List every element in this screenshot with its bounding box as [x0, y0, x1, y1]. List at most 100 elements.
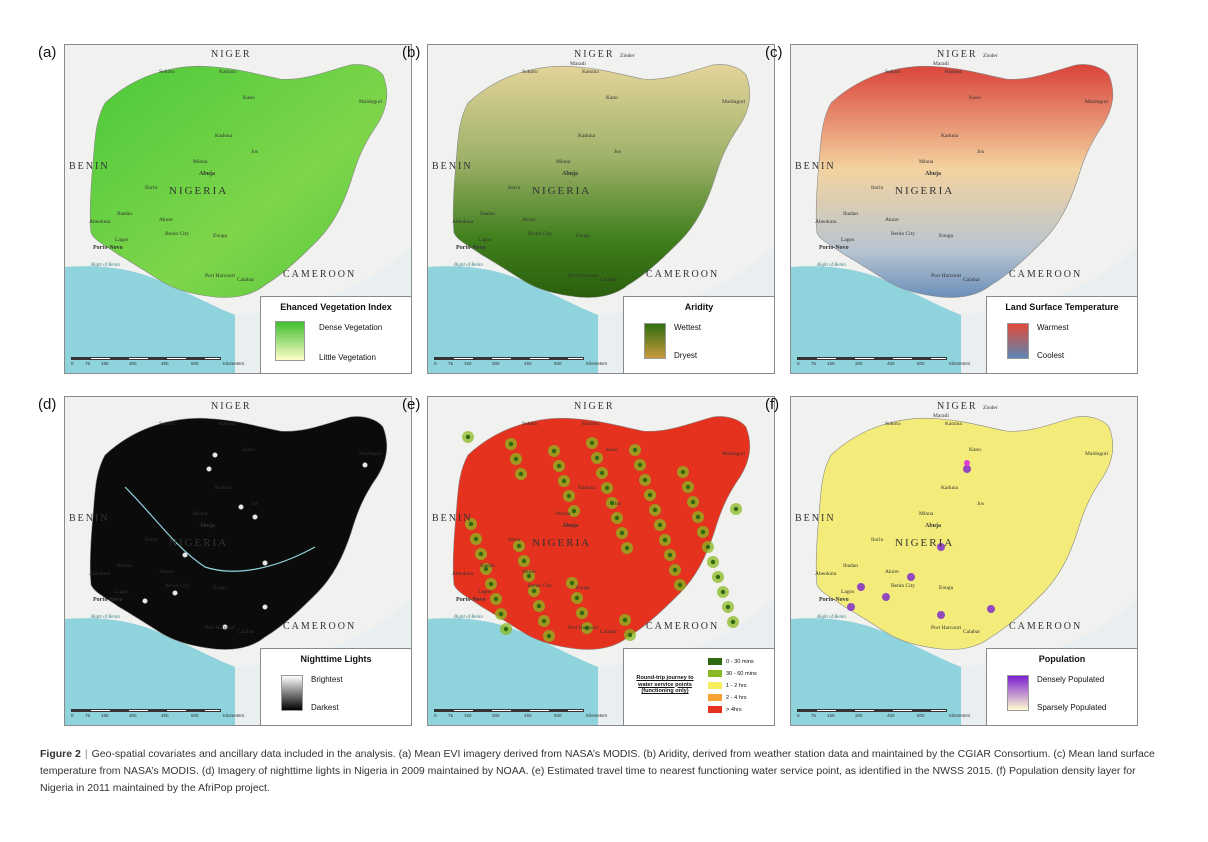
label-lagos: Lagos	[841, 589, 855, 595]
label-maiduguri: Maiduguri	[1085, 451, 1109, 457]
label-enugu: Enugu	[213, 585, 228, 591]
label-abeokuta: Abeokuta	[89, 219, 111, 225]
access-zone-core	[571, 508, 577, 514]
label-cameroon: CAMEROON	[1009, 621, 1083, 632]
scale-tick-label: 300	[492, 713, 500, 718]
map-panel: NIGER BENIN NIGERIA CAMEROON Abuja Porto-Novo…	[427, 396, 775, 726]
legend-item: 1 - 2 hrs	[708, 681, 747, 690]
legend-swatch	[708, 670, 722, 677]
river	[124, 486, 316, 572]
map-panel: NIGER BENIN NIGERIA CAMEROON Abuja Porto-Novo…	[64, 44, 412, 374]
label-katsina: Katsina	[582, 421, 599, 427]
scale-tick-label: Kilometers	[586, 713, 608, 718]
label-lagos: Lagos	[841, 237, 855, 243]
light-cluster	[182, 552, 188, 558]
scale-tick-label: 600	[554, 361, 562, 366]
access-zone-core	[584, 625, 590, 631]
scale-tick-label: 300	[129, 361, 137, 366]
access-zone-core	[589, 440, 595, 446]
access-zone-core	[622, 617, 628, 623]
legend-swatch	[708, 682, 722, 689]
legend-color-ramp	[1007, 675, 1029, 711]
access-zone-core	[465, 434, 471, 440]
label-minna: Minna	[193, 159, 208, 165]
label-abuja: Abuja	[199, 523, 216, 529]
label-abuja: Abuja	[925, 171, 942, 177]
label-enugu: Enugu	[213, 233, 228, 239]
label-kaduna: Kaduna	[215, 133, 233, 139]
population-cluster	[987, 605, 995, 613]
label-abuja: Abuja	[925, 523, 942, 529]
legend-item: 30 - 60 mins	[708, 669, 757, 678]
legend-item-label: 30 - 60 mins	[726, 670, 757, 677]
label-abeokuta: Abeokuta	[452, 571, 474, 577]
label-maiduguri: Maiduguri	[722, 99, 746, 105]
scale-tick-label: 450	[887, 713, 895, 718]
label-maiduguri: Maiduguri	[1085, 99, 1109, 105]
label-katsina: Katsina	[945, 69, 962, 75]
label-maiduguri: Maiduguri	[722, 451, 746, 457]
scale-tick-label: 600	[191, 361, 199, 366]
scale-tick-label: 450	[887, 361, 895, 366]
label-calabar: Calabar	[963, 629, 981, 635]
label-ilorin: Ilorin	[145, 537, 158, 543]
access-zone-core	[695, 514, 701, 520]
access-zone-core	[468, 521, 474, 527]
scale-bar-graphic	[71, 357, 221, 360]
legend-title: Round-trip journey to water service poin…	[636, 675, 694, 694]
label-katsina: Katsina	[582, 69, 599, 75]
caption-text: Geo-spatial covariates and ancillary dat…	[40, 748, 1155, 794]
scale-tick-label: 450	[524, 361, 532, 366]
sea	[791, 266, 961, 373]
label-kaduna: Kaduna	[578, 133, 596, 139]
label-lagos: Lagos	[115, 589, 129, 595]
label-zinder: Zinder	[620, 53, 635, 59]
map-legend: Nighttime Lights Brightest Darkest	[260, 648, 411, 725]
map-frame: NIGER BENIN NIGERIA CAMEROON Abuja Porto-Novo…	[64, 44, 412, 374]
access-zone-core	[609, 500, 615, 506]
population-cluster	[907, 573, 915, 581]
scale-tick-label: Kilometers	[586, 361, 608, 366]
label-port-harcourt: Port Harcourt	[205, 273, 236, 279]
light-cluster	[362, 462, 368, 468]
access-zone-core	[662, 537, 668, 543]
population-cluster	[857, 583, 865, 591]
label-niger: NIGER	[937, 49, 978, 60]
scale-tick-label: 600	[191, 713, 199, 718]
label-akure: Akure	[522, 569, 536, 575]
map-panel: NIGER BENIN NIGERIA CAMEROON Abuja Porto-Novo…	[427, 44, 775, 374]
label-enugu: Enugu	[576, 585, 591, 591]
label-kano: Kano	[606, 447, 618, 453]
label-benin: BENIN	[69, 161, 110, 172]
label-benin: BENIN	[69, 513, 110, 524]
label-porto-novo: Porto-Novo	[93, 597, 123, 603]
label-abuja: Abuja	[562, 171, 579, 177]
label-sokoto: Sokoto	[522, 69, 538, 75]
scale-tick-label: 600	[917, 713, 925, 718]
sea	[65, 618, 235, 725]
access-zone-core	[473, 536, 479, 542]
label-minna: Minna	[556, 159, 571, 165]
label-minna: Minna	[556, 511, 571, 517]
label-katsina: Katsina	[219, 69, 236, 75]
access-zone-core	[705, 544, 711, 550]
map-legend: Round-trip journey to water service poin…	[623, 648, 774, 725]
scale-tick-label: 150	[101, 361, 109, 366]
label-benin: BENIN	[795, 161, 836, 172]
access-zone-core	[715, 574, 721, 580]
label-niger: NIGER	[937, 401, 978, 412]
scale-bar-graphic	[71, 709, 221, 712]
label-bight-of-benin: Bight of Benin	[454, 615, 483, 620]
scale-bar: 0 75 150 300 450 600 Kilometers	[434, 709, 608, 721]
label-ilorin: Ilorin	[871, 185, 884, 191]
label-cameroon: CAMEROON	[283, 621, 357, 632]
access-zone-core	[725, 604, 731, 610]
label-calabar: Calabar	[237, 277, 255, 283]
label-akure: Akure	[885, 569, 899, 575]
legend-swatch	[708, 706, 722, 713]
label-porto-novo: Porto-Novo	[456, 597, 486, 603]
scale-tick-label: Kilometers	[949, 361, 971, 366]
access-zone-core	[521, 558, 527, 564]
label-nigeria: NIGERIA	[895, 185, 955, 197]
sea	[65, 266, 235, 373]
